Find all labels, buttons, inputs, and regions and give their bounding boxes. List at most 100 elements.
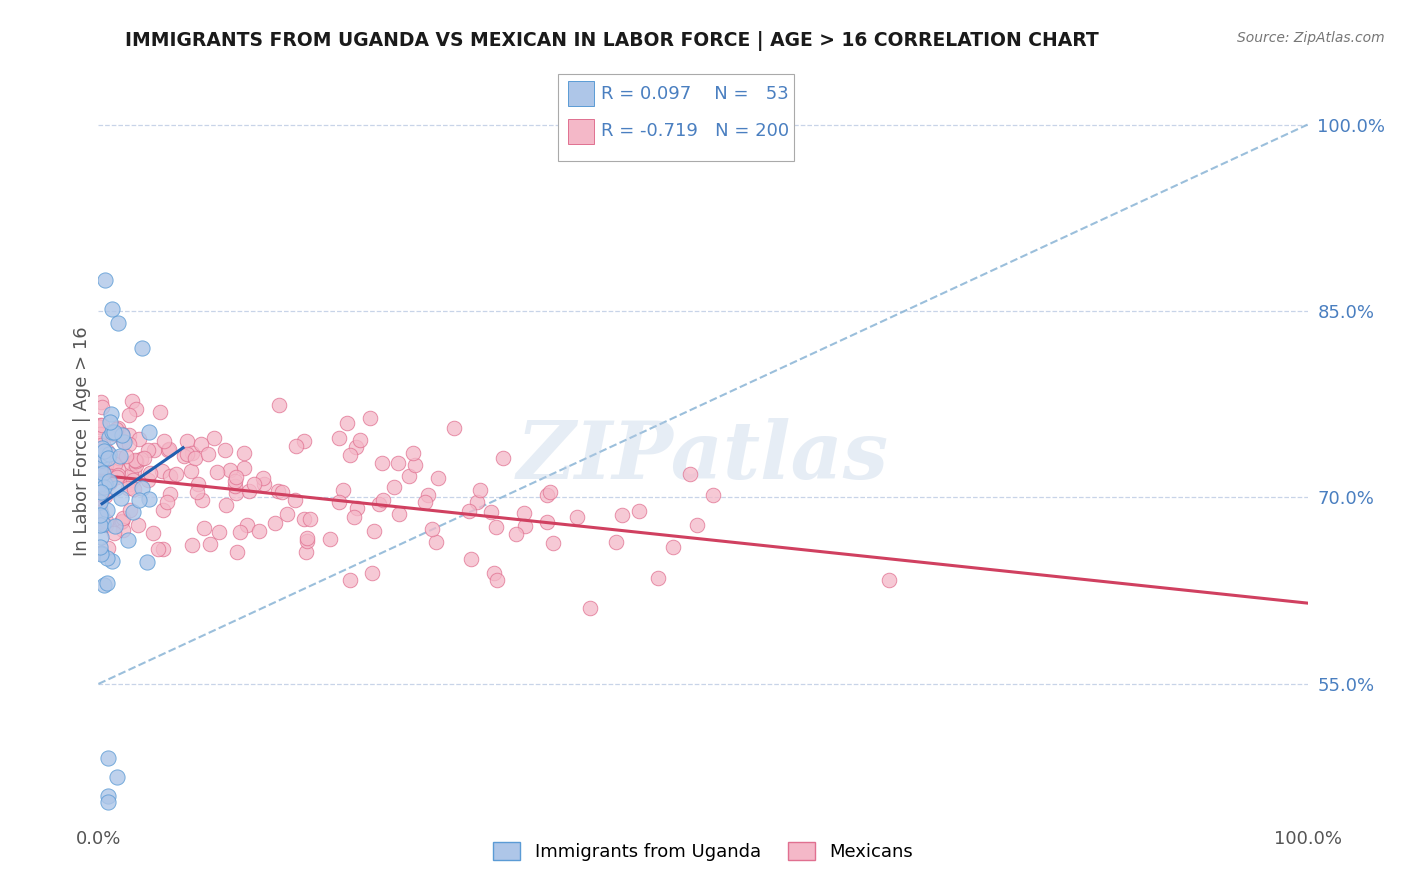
Point xyxy=(342,510,364,524)
Point xyxy=(98,449,121,463)
Point xyxy=(103,525,125,540)
Point xyxy=(264,516,287,530)
Point xyxy=(138,425,160,439)
Text: Source: ZipAtlas.com: Source: ZipAtlas.com xyxy=(1237,31,1385,45)
Point xyxy=(197,447,219,461)
Point xyxy=(515,518,537,533)
Point xyxy=(319,532,342,546)
Point xyxy=(103,425,125,439)
Point xyxy=(215,498,238,512)
Point xyxy=(877,573,900,587)
Point xyxy=(128,432,150,446)
Point xyxy=(295,545,318,559)
Point xyxy=(610,508,633,522)
Point xyxy=(108,450,131,464)
Point xyxy=(470,483,492,497)
Point xyxy=(224,474,246,488)
Point xyxy=(205,465,228,479)
Point xyxy=(152,464,174,478)
Point xyxy=(118,428,141,442)
FancyBboxPatch shape xyxy=(568,120,595,144)
Point xyxy=(193,521,215,535)
Point xyxy=(335,416,357,430)
Point xyxy=(90,485,112,500)
Point xyxy=(90,400,112,414)
Point xyxy=(112,435,135,450)
Point xyxy=(93,489,115,503)
Point xyxy=(460,552,482,566)
Point xyxy=(120,456,142,470)
Point xyxy=(89,452,111,467)
Point xyxy=(132,450,155,465)
Point xyxy=(89,463,111,477)
Point xyxy=(371,456,394,470)
Point xyxy=(117,481,139,495)
Point xyxy=(128,493,150,508)
Point xyxy=(97,475,120,490)
Point xyxy=(339,448,361,462)
Point xyxy=(98,475,121,489)
Point xyxy=(90,547,112,561)
Point xyxy=(105,770,128,784)
Point xyxy=(107,421,129,435)
Point xyxy=(104,458,127,472)
Point xyxy=(89,518,111,533)
Point xyxy=(647,571,669,585)
Point xyxy=(538,485,561,500)
Point xyxy=(118,408,141,422)
Point xyxy=(93,578,115,592)
Point xyxy=(89,494,111,508)
Point xyxy=(90,394,112,409)
Point xyxy=(122,505,145,519)
Point xyxy=(89,451,111,466)
Point xyxy=(225,486,247,500)
Point xyxy=(479,505,502,519)
Point xyxy=(387,456,409,470)
Point xyxy=(107,462,129,476)
Point xyxy=(252,477,274,491)
Point xyxy=(159,469,181,483)
Point xyxy=(142,442,165,457)
Point xyxy=(94,514,117,528)
Point xyxy=(96,576,118,591)
Point xyxy=(198,537,221,551)
Point xyxy=(89,477,111,491)
Point xyxy=(299,512,322,526)
Point xyxy=(111,434,134,449)
Point xyxy=(238,483,260,498)
Point xyxy=(492,450,515,465)
Point xyxy=(513,506,536,520)
Point xyxy=(97,447,120,461)
Point xyxy=(328,495,350,509)
Point xyxy=(93,454,115,468)
Point xyxy=(115,449,138,463)
Point xyxy=(225,470,247,484)
Point xyxy=(98,474,121,488)
Point xyxy=(402,446,425,460)
Point xyxy=(91,417,114,432)
Point xyxy=(105,469,128,483)
Point xyxy=(108,450,131,465)
Point xyxy=(111,427,134,442)
Point xyxy=(292,512,315,526)
Point xyxy=(252,471,274,485)
Point xyxy=(89,445,111,459)
Point xyxy=(103,427,125,442)
Point xyxy=(105,422,128,436)
Point xyxy=(685,518,707,533)
Point xyxy=(398,469,420,483)
Point xyxy=(131,481,153,495)
Point xyxy=(153,434,176,448)
Point xyxy=(93,480,115,494)
Y-axis label: In Labor Force | Age > 16: In Labor Force | Age > 16 xyxy=(73,326,91,557)
Point xyxy=(131,341,153,355)
Point xyxy=(157,442,180,457)
Point xyxy=(93,517,115,532)
Point xyxy=(89,439,111,453)
Point xyxy=(229,525,252,540)
Point xyxy=(111,523,134,537)
Point xyxy=(93,448,115,462)
Point xyxy=(90,507,112,521)
Point xyxy=(219,462,242,476)
Point xyxy=(89,460,111,475)
